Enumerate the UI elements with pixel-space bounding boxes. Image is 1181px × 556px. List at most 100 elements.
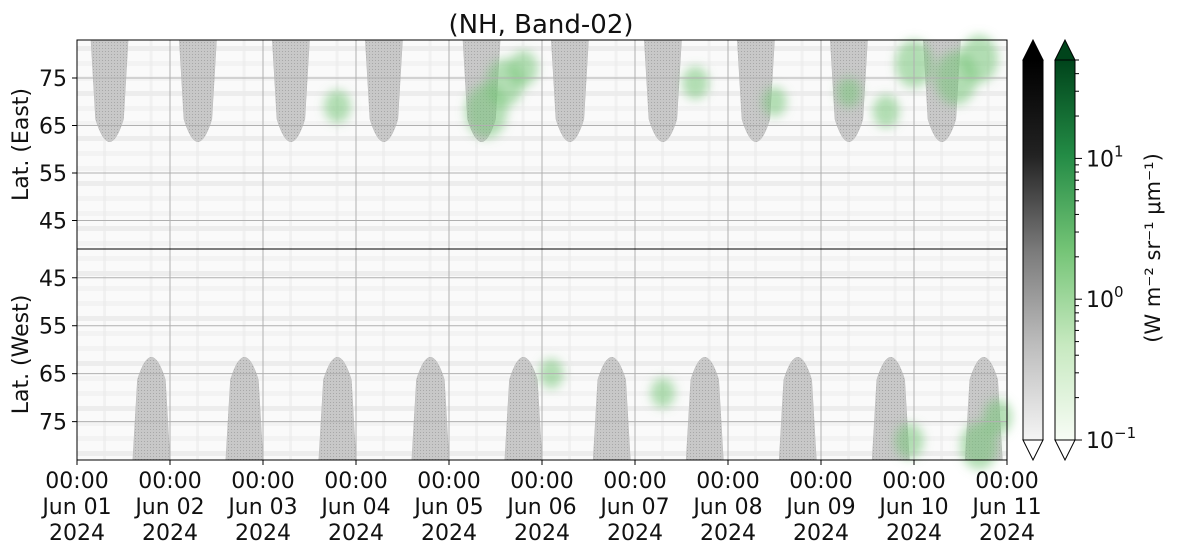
night-gap: [685, 357, 724, 461]
x-tick-label-year: 2024: [49, 521, 105, 546]
y-tick-label: 75: [39, 411, 67, 436]
orbit-band: [707, 40, 711, 460]
x-tick-label-time: 00:00: [45, 469, 108, 494]
emission-blob: [682, 66, 709, 100]
night-gap: [132, 357, 171, 461]
x-tick-label-date: Jun 09: [784, 495, 855, 520]
orbit-band: [242, 40, 246, 460]
x-tick-label-date: Jun 05: [412, 495, 483, 520]
x-tick-label-date: Jun 06: [505, 495, 576, 520]
x-tick-label-date: Jun 02: [133, 495, 204, 520]
y-tick-label: 45: [39, 210, 67, 235]
x-tick-label-time: 00:00: [417, 469, 480, 494]
emission-blob: [960, 421, 998, 470]
colorbar-label: (W m⁻² sr⁻¹ μm⁻¹): [1141, 153, 1165, 343]
y-tick-label: 65: [39, 115, 67, 140]
colorbar-gray: [1022, 59, 1044, 441]
x-tick-label-time: 00:00: [789, 469, 852, 494]
x-tick-label-year: 2024: [328, 521, 384, 546]
orbit-band: [614, 40, 618, 460]
x-tick-label-time: 00:00: [138, 469, 201, 494]
emission-blob: [762, 86, 787, 117]
y-tick-label: 45: [39, 267, 67, 292]
y-axis-label: Lat. (East): [9, 88, 34, 201]
emission-blob: [894, 422, 924, 459]
y-tick-label: 55: [39, 162, 67, 187]
x-tick-label-date: Jun 01: [40, 495, 111, 520]
x-tick-label-date: Jun 03: [226, 495, 297, 520]
orbit-band: [149, 40, 153, 460]
orbit-band: [196, 40, 200, 460]
x-tick-label-year: 2024: [979, 521, 1035, 546]
orbit-band: [335, 40, 339, 460]
x-tick-label-time: 00:00: [882, 469, 945, 494]
orbit-band: [475, 40, 479, 460]
orbit-band: [754, 40, 758, 460]
x-tick-label-year: 2024: [235, 521, 291, 546]
x-tick-label-time: 00:00: [510, 469, 573, 494]
orbit-band: [382, 40, 386, 460]
colorbar-tick-label: 100: [1086, 283, 1124, 313]
emission-blob: [960, 35, 998, 83]
colorbar-green: [1054, 59, 1076, 441]
x-tick-label-time: 00:00: [696, 469, 759, 494]
night-gaps-east: [90, 39, 961, 142]
night-gap: [225, 357, 264, 461]
night-gap: [365, 39, 403, 142]
night-gap: [318, 357, 357, 461]
x-tick-label-time: 00:00: [603, 469, 666, 494]
night-gap: [90, 39, 129, 142]
x-tick-label-year: 2024: [607, 521, 663, 546]
night-gaps-west: [132, 357, 1003, 461]
colorbar-extend-bottom: [1054, 439, 1076, 462]
x-tick-label-year: 2024: [793, 521, 849, 546]
grid: [77, 40, 1007, 460]
emission-blob: [324, 90, 351, 123]
x-tick-label-time: 00:00: [975, 469, 1038, 494]
night-gap: [179, 39, 217, 142]
colorbar-extend-top: [1054, 38, 1076, 61]
x-tick-label-year: 2024: [886, 521, 942, 546]
orbit-band: [103, 40, 107, 460]
chart-title: (NH, Band-02): [448, 10, 633, 40]
y-tick-label: 65: [39, 363, 67, 388]
emission-blob: [836, 77, 862, 108]
x-tick-label-time: 00:00: [231, 469, 294, 494]
colorbar-tick-label: 101: [1086, 142, 1124, 172]
orbit-band: [847, 40, 851, 460]
orbit-band: [428, 40, 432, 460]
orbit-band: [521, 40, 525, 460]
night-gap: [778, 357, 817, 461]
orbit-band: [800, 40, 804, 460]
plot-area: [76, 35, 1013, 470]
x-tick-label-year: 2024: [700, 521, 756, 546]
night-gap: [737, 39, 775, 142]
night-gap: [504, 357, 543, 461]
emission-blob: [983, 398, 1013, 435]
night-gap: [272, 39, 310, 142]
y-tick-label: 55: [39, 315, 67, 340]
orbit-band: [986, 40, 990, 460]
x-tick-label-date: Jun 11: [970, 495, 1041, 520]
x-tick-label-year: 2024: [421, 521, 477, 546]
x-tick-label-date: Jun 08: [691, 495, 762, 520]
orbit-band: [893, 40, 897, 460]
night-gap: [411, 357, 450, 461]
colorbar-tick-label: 10−1: [1086, 424, 1136, 454]
night-gap: [551, 39, 589, 142]
colorbars: 101 100 10−1: [1022, 38, 1136, 462]
x-tick-label-date: Jun 10: [877, 495, 948, 520]
orbit-band: [940, 40, 944, 460]
colorbar-extend-top: [1022, 38, 1044, 61]
orbit-band: [289, 40, 293, 460]
x-tick-label-date: Jun 04: [319, 495, 390, 520]
y-axis-label: Lat. (West): [9, 295, 34, 415]
emission-blob: [650, 377, 676, 408]
x-tick-label-year: 2024: [514, 521, 570, 546]
x-tick-label-date: Jun 07: [598, 495, 669, 520]
y-tick-label: 75: [39, 67, 67, 92]
night-gap: [592, 357, 631, 461]
